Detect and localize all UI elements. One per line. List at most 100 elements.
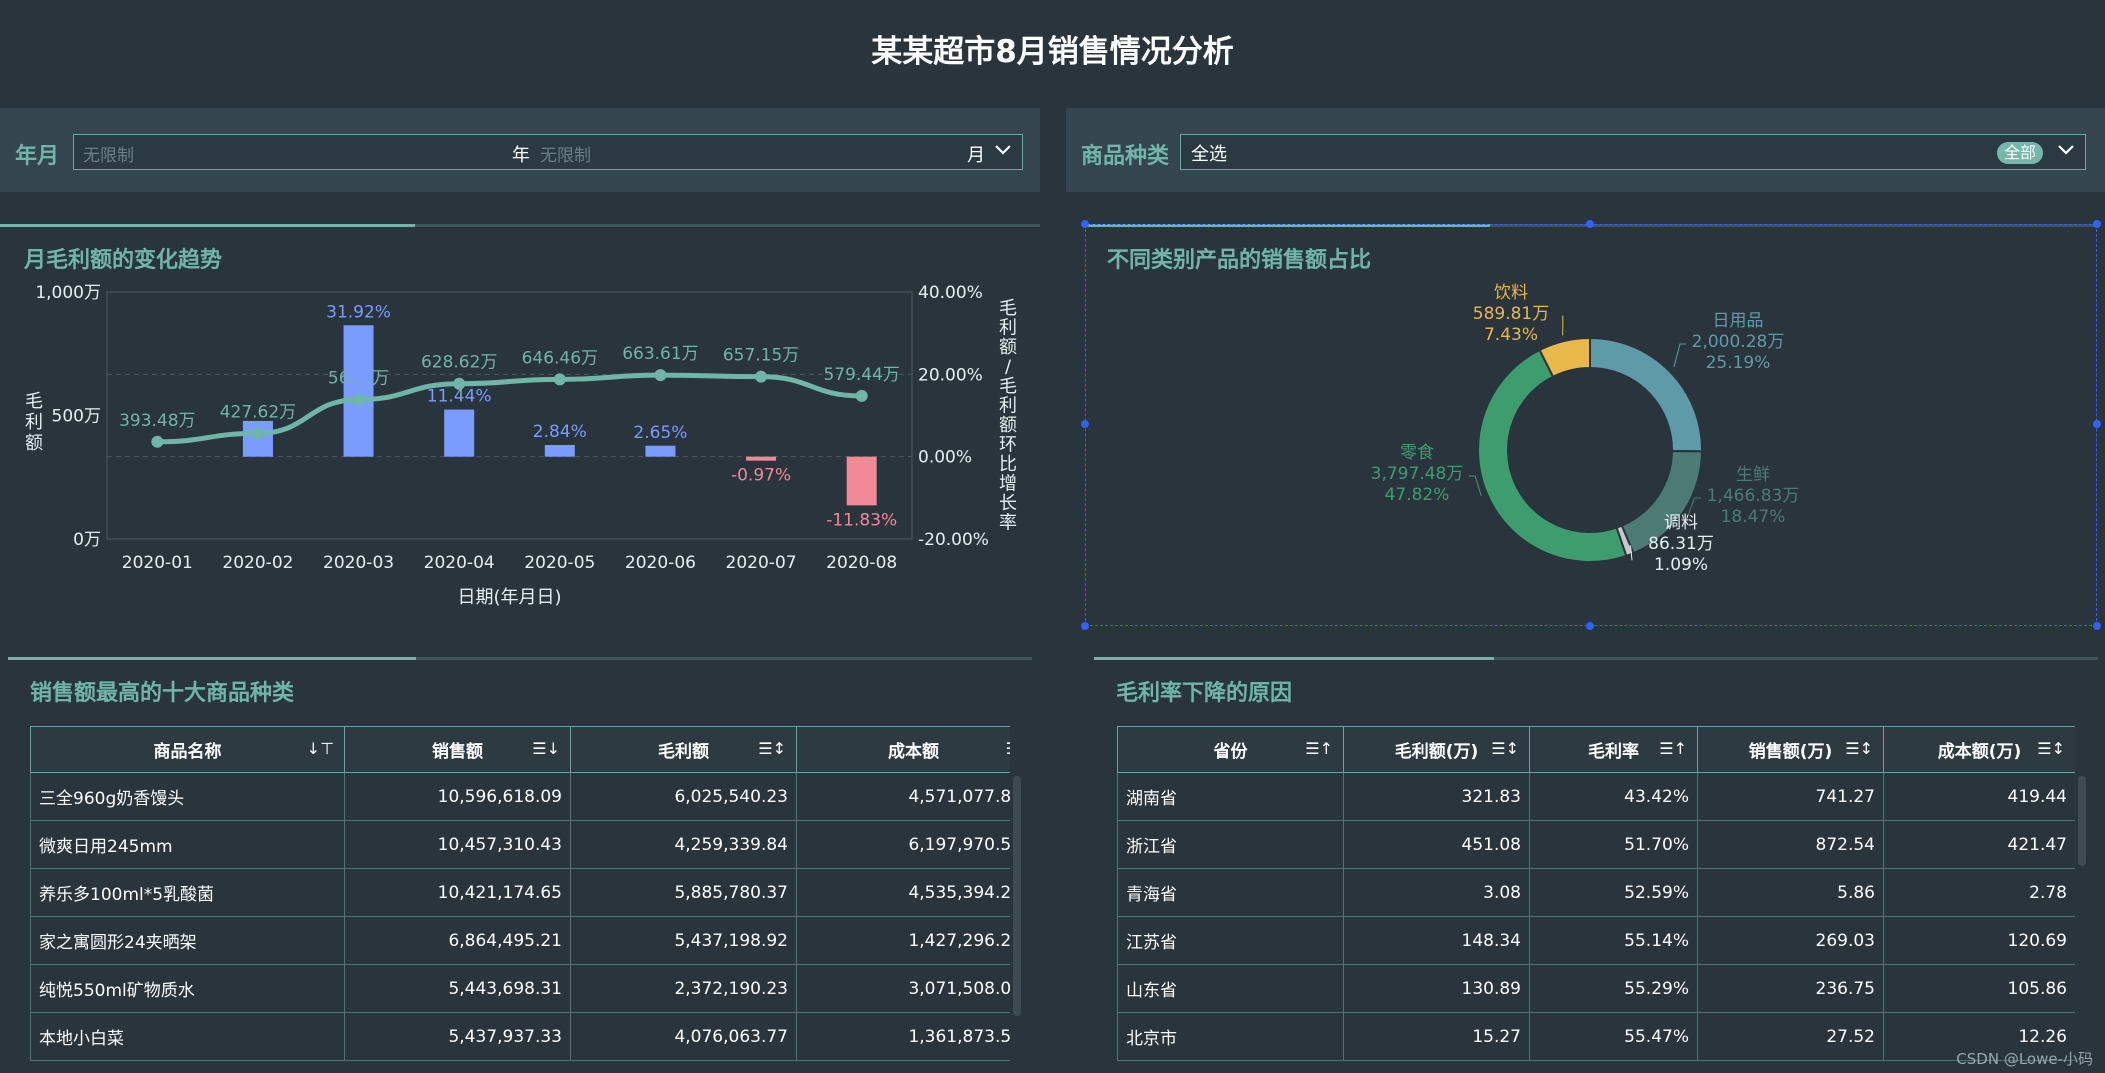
right-axis-label: 比 bbox=[999, 454, 1017, 475]
year-input[interactable]: 无限制 bbox=[83, 146, 134, 166]
sort-icon[interactable]: ☰↕ bbox=[758, 739, 786, 758]
column-header[interactable]: 销售额 ☰↓ bbox=[344, 726, 571, 773]
sort-icon[interactable]: ☰↓ bbox=[532, 739, 560, 758]
x-axis-tick: 2020-03 bbox=[323, 553, 394, 573]
table-row[interactable]: 北京市 15.27 55.47% 27.52 12.26 bbox=[1117, 1012, 2075, 1061]
column-header[interactable]: 成本额(万) ☰↕ bbox=[1883, 726, 2075, 773]
table-cell: 236.75 bbox=[1697, 964, 1884, 1013]
pie-slice bbox=[1477, 348, 1628, 563]
pie-leader-line bbox=[1687, 497, 1701, 517]
sort-icon[interactable]: ↓⊤ bbox=[306, 739, 334, 758]
pie-label: 86.31万 bbox=[1648, 534, 1714, 554]
resize-handle[interactable] bbox=[1081, 420, 1089, 428]
watermark: CSDN @Lowe-小码 bbox=[1956, 1050, 2093, 1068]
table-row[interactable]: 本地小白菜5,437,937.334,076,063.771,361,873.5… bbox=[30, 1012, 1010, 1061]
pie-label: 7.43% bbox=[1484, 325, 1538, 345]
profit-point bbox=[453, 377, 466, 390]
sort-icon[interactable]: ☰ bbox=[1006, 739, 1010, 758]
table-cell: 三全960g奶香馒头 bbox=[30, 772, 345, 821]
column-header[interactable]: 毛利率 ☰↑ bbox=[1529, 726, 1698, 773]
growth-bar bbox=[444, 409, 475, 457]
table-row[interactable]: 山东省 130.89 55.29% 236.75 105.86 bbox=[1117, 964, 2075, 1013]
pie-label: 日用品 bbox=[1713, 311, 1764, 331]
column-header[interactable]: 毛利额(万) ☰↕ bbox=[1343, 726, 1530, 773]
resize-handle[interactable] bbox=[2093, 622, 2101, 630]
pie-leader-line bbox=[1673, 343, 1686, 368]
table-row[interactable]: 微爽日用245mm 10,457,310.43 4,259,339.84 6,197,… bbox=[30, 820, 1010, 869]
category-select[interactable]: 全选 全部 bbox=[1180, 134, 2086, 170]
resize-handle[interactable] bbox=[1586, 220, 1594, 228]
category-all-badge[interactable]: 全部 bbox=[1997, 142, 2044, 164]
profit-label: 628.62万 bbox=[421, 353, 497, 373]
x-axis-tick: 2020-07 bbox=[726, 553, 797, 573]
growth-bar-label: -0.97% bbox=[731, 466, 791, 486]
sort-icon[interactable]: ☰↕ bbox=[2037, 739, 2065, 758]
column-header-label: 省份 bbox=[1213, 742, 1248, 762]
resize-handle[interactable] bbox=[1081, 220, 1089, 228]
resize-handle[interactable] bbox=[2093, 220, 2101, 228]
resize-handle[interactable] bbox=[1081, 622, 1089, 630]
table-row[interactable]: 养乐多100ml*5乳酸菌 10,421,174.65 5,885,780.37 4,… bbox=[30, 868, 1010, 917]
table-cell: 4,571,077.86 bbox=[796, 772, 1010, 821]
column-header[interactable]: 省份 ☰↑ bbox=[1117, 726, 1344, 773]
decline-table-wrap[interactable]: 省份 ☰↑ 毛利额(万) ☰↕ 毛利率 ☰↑ 销售额(万) ☰↕ 成本额(万) ☰↕ 湖南省 321… bbox=[1117, 726, 2075, 1073]
pie-label: 1.09% bbox=[1654, 555, 1708, 575]
growth-bar bbox=[746, 456, 777, 461]
month-input[interactable]: 无限制 bbox=[540, 146, 591, 166]
pie-label: 零食 bbox=[1400, 443, 1434, 463]
sort-icon[interactable]: ☰↕ bbox=[1491, 739, 1519, 758]
growth-bar bbox=[645, 445, 676, 457]
column-header-label: 销售额 bbox=[432, 742, 483, 762]
table-cell: 130.89 bbox=[1343, 964, 1530, 1013]
table-cell: 山东省 bbox=[1117, 964, 1344, 1013]
table-row[interactable]: 纯悦550ml矿物质水 5,443,698.31 2,372,190.23 3,071… bbox=[30, 964, 1010, 1013]
table-cell: 纯悦550ml矿物质水 bbox=[30, 964, 345, 1013]
table-cell: 421.47 bbox=[1883, 820, 2075, 869]
top10-scrollbar[interactable] bbox=[1013, 776, 1021, 1016]
table-cell: 27.52 bbox=[1697, 1012, 1884, 1061]
resize-handle[interactable] bbox=[2093, 420, 2101, 428]
table-row[interactable]: 湖南省 321.83 43.42% 741.27 419.44 bbox=[1117, 772, 2075, 821]
table-cell: 51.70% bbox=[1529, 820, 1698, 869]
trend-panel-title: 月毛利额的变化趋势 bbox=[24, 248, 223, 273]
table-cell: 451.08 bbox=[1343, 820, 1530, 869]
table-cell: 55.47% bbox=[1529, 1012, 1698, 1061]
profit-label: 657.15万 bbox=[723, 346, 799, 366]
left-axis-label: 额 bbox=[25, 433, 43, 454]
table-row[interactable]: 浙江省 451.08 51.70% 872.54 421.47 bbox=[1117, 820, 2075, 869]
right-axis-label: 率 bbox=[999, 513, 1017, 534]
column-header-label: 销售额(万) bbox=[1748, 742, 1833, 762]
sort-icon[interactable]: ☰↕ bbox=[1845, 739, 1873, 758]
profit-line bbox=[157, 372, 862, 445]
table-row[interactable]: 青海省 3.08 52.59% 5.86 2.78 bbox=[1117, 868, 2075, 917]
table-cell: 5,885,780.37 bbox=[570, 868, 797, 917]
table-cell: 3,071,508.08 bbox=[796, 964, 1010, 1013]
column-header[interactable]: 商品名称 ↓⊤ bbox=[30, 726, 345, 773]
table-cell: 本地小白菜 bbox=[30, 1012, 345, 1061]
pie-slice bbox=[1538, 336, 1591, 379]
table-cell: 6,864,495.21 bbox=[344, 916, 571, 965]
pie-label: 3,797.48万 bbox=[1371, 464, 1464, 484]
table-row[interactable]: 三全960g奶香馒头 10,596,618.09 6,025,540.23 4,571… bbox=[30, 772, 1010, 821]
sort-icon[interactable]: ☰↑ bbox=[1305, 739, 1333, 758]
growth-bar bbox=[343, 325, 374, 457]
top10-table-wrap[interactable]: 商品名称 ↓⊤ 销售额 ☰↓ 毛利额 ☰↕ 成本额 ☰ 三全960g奶香馒头10,596,61… bbox=[30, 726, 1010, 1073]
table-row[interactable]: 江苏省 148.34 55.14% 269.03 120.69 bbox=[1117, 916, 2075, 965]
pie-leader-line bbox=[1469, 475, 1482, 496]
table-row[interactable]: 家之寓圆形24夹晒架 6,864,495.21 5,437,198.92 1,427,… bbox=[30, 916, 1010, 965]
chevron-down-icon[interactable] bbox=[994, 141, 1012, 163]
category-select-value: 全选 bbox=[1191, 144, 1227, 165]
resize-handle[interactable] bbox=[1586, 622, 1594, 630]
profit-label: 663.61万 bbox=[622, 344, 698, 364]
table-cell: 1,427,296.29 bbox=[796, 916, 1010, 965]
table-cell: 北京市 bbox=[1117, 1012, 1344, 1061]
column-header[interactable]: 成本额 ☰ bbox=[796, 726, 1010, 773]
decline-scrollbar[interactable] bbox=[2078, 776, 2086, 866]
right-axis-tick: 40.00% bbox=[918, 283, 983, 303]
yearmonth-picker[interactable]: 无限制 年 无限制 月 bbox=[73, 134, 1023, 170]
sort-icon[interactable]: ☰↑ bbox=[1659, 739, 1687, 758]
column-header[interactable]: 销售额(万) ☰↕ bbox=[1697, 726, 1884, 773]
chevron-down-icon[interactable] bbox=[2057, 141, 2075, 163]
right-axis-label: 环 bbox=[999, 435, 1017, 456]
column-header[interactable]: 毛利额 ☰↕ bbox=[570, 726, 797, 773]
